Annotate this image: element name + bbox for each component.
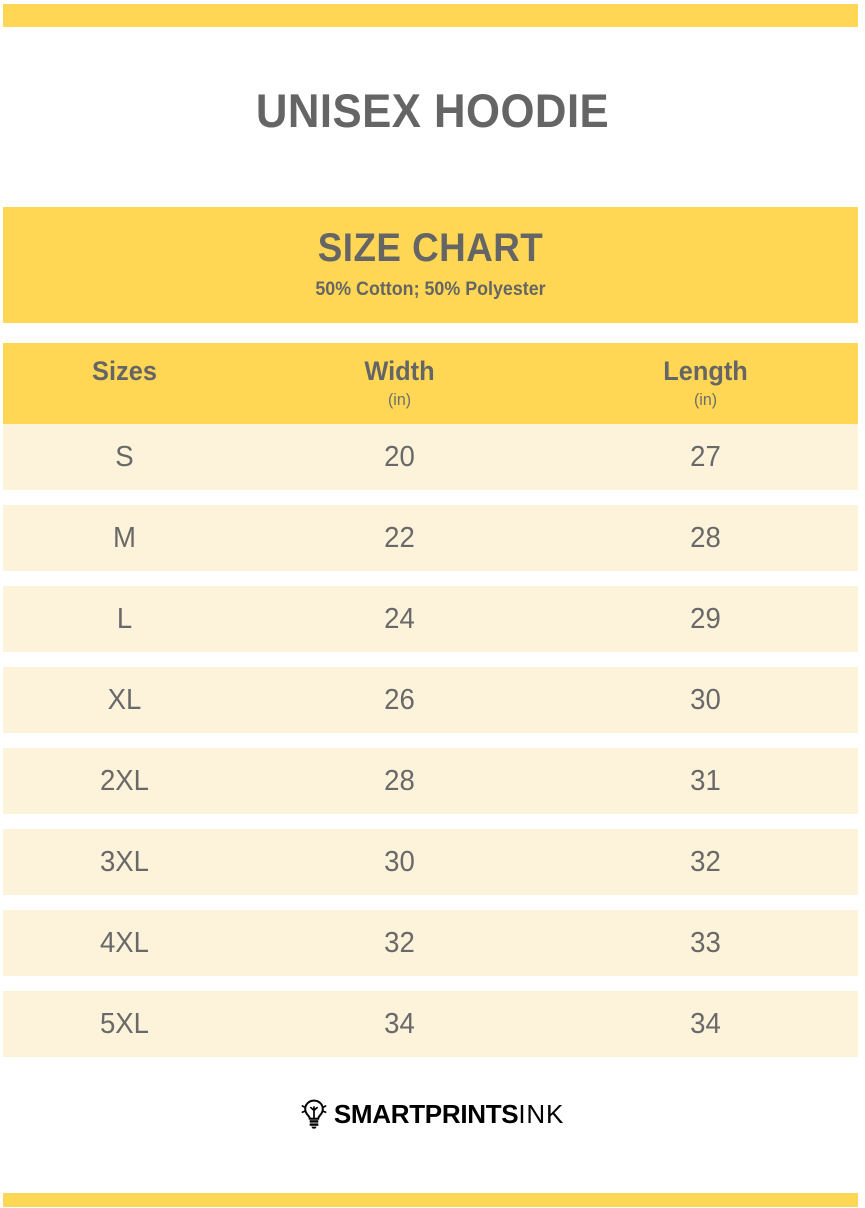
bottom-accent-bar [3,1193,858,1207]
column-header-length-unit: (in) [693,390,718,409]
table-row: M 22 28 [3,505,858,571]
cell-width: 28 [384,765,415,797]
brand-name-primary: SMARTPRINTS [333,1099,519,1129]
table-row: 2XL 28 31 [3,748,858,814]
cell-width: 34 [384,1008,415,1040]
table-header-row: Sizes Width (in) Length (in) [3,343,858,424]
cell-size: M [113,522,136,554]
cell-size: 4XL [99,927,150,959]
banner-title: SIZE CHART [317,226,544,270]
cell-length: 33 [690,927,721,959]
cell-size: 2XL [99,765,150,797]
column-header-width-unit: (in) [387,390,412,409]
brand-logo: SMARTPRINTSINK [0,1098,865,1130]
cell-width: 26 [384,684,415,716]
size-table: Sizes Width (in) Length (in) S 20 27 M 2… [3,343,858,1072]
column-header-length: Length (in) [562,355,849,411]
cell-length: 27 [690,441,721,473]
brand-name-secondary: INK [518,1099,565,1129]
material-composition: 50% Cotton; 50% Polyester [315,279,546,300]
table-row: 5XL 34 34 [3,991,858,1057]
cell-width: 32 [384,927,415,959]
cell-width: 22 [384,522,415,554]
brand-wordmark: SMARTPRINTSINK [334,1099,564,1129]
cell-length: 34 [690,1008,721,1040]
size-chart-banner: SIZE CHART 50% Cotton; 50% Polyester [3,207,858,323]
top-accent-bar [3,4,858,27]
column-header-width-label: Width [364,356,435,386]
column-header-sizes: Sizes [10,355,238,387]
cell-size: XL [107,684,142,716]
table-row: 3XL 30 32 [3,829,858,895]
table-row: 4XL 32 33 [3,910,858,976]
cell-length: 31 [690,765,721,797]
cell-width: 20 [384,441,415,473]
cell-length: 28 [690,522,721,554]
cell-width: 24 [384,603,415,635]
column-header-sizes-label: Sizes [92,356,157,386]
cell-size: L [116,603,133,635]
cell-length: 29 [690,603,721,635]
cell-length: 32 [690,846,721,878]
column-header-width: Width (in) [255,355,544,411]
cell-size: 5XL [99,1008,150,1040]
cell-size: 3XL [99,846,150,878]
table-row: S 20 27 [3,424,858,490]
cell-length: 30 [690,684,721,716]
table-row: XL 26 30 [3,667,858,733]
lightbulb-icon [301,1099,327,1129]
table-row: L 24 29 [3,586,858,652]
column-header-length-label: Length [663,356,748,386]
page-title: UNISEX HOODIE [255,84,610,137]
cell-width: 30 [384,846,415,878]
cell-size: S [115,441,134,473]
